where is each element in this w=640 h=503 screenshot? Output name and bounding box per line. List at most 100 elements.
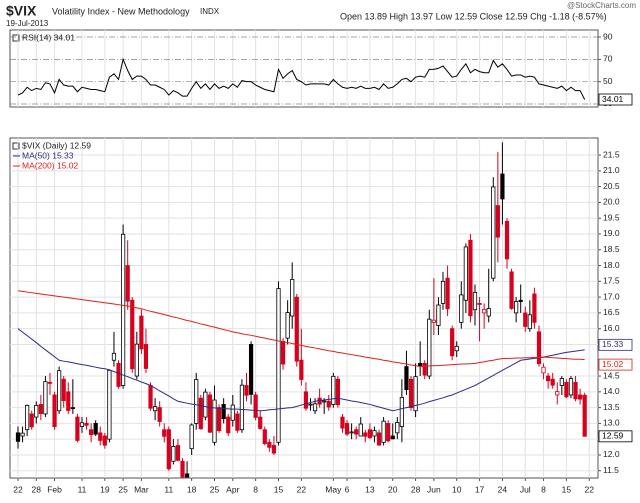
x-tick-label: 28 — [411, 484, 421, 494]
x-tick-label: Mar — [134, 484, 149, 494]
date: 19-Jul-2013 — [6, 19, 49, 28]
candle-body — [358, 423, 363, 437]
candle-body — [239, 384, 245, 431]
candle-body — [559, 378, 564, 386]
y-tick-label: 14.0 — [603, 386, 620, 396]
candle-body — [546, 375, 551, 382]
candle-body — [134, 343, 139, 377]
y-tick-label: 13.0 — [603, 418, 620, 428]
candle-body — [15, 432, 21, 442]
last-value-badge: 15.02 — [602, 359, 624, 369]
candle-body — [344, 422, 350, 435]
candle-body — [555, 391, 560, 396]
candle-body — [326, 400, 331, 408]
candle-body — [221, 404, 226, 420]
x-tick-label: 22 — [585, 484, 595, 494]
candle-body — [130, 299, 135, 370]
candle-body — [194, 379, 199, 424]
candle-body — [121, 233, 126, 386]
candle-body — [422, 363, 427, 376]
last-value-badge: 34.01 — [602, 94, 624, 104]
candle-body — [436, 304, 441, 326]
x-tick-label: 18 — [187, 484, 197, 494]
candle-body — [564, 381, 569, 398]
y-tick-label: 21.5 — [603, 149, 620, 159]
x-tick-label: 6 — [345, 484, 350, 494]
candle-body — [573, 381, 578, 400]
y-tick-label: 13.5 — [603, 402, 620, 412]
y-tick-label: 14.5 — [603, 370, 620, 380]
candle-body — [477, 303, 482, 305]
price-icon — [12, 142, 20, 150]
candle-body — [84, 422, 89, 426]
x-tick-label: 25 — [210, 484, 220, 494]
candle-body — [125, 265, 130, 302]
candle-body — [89, 429, 94, 436]
moving-average-line — [17, 290, 585, 368]
last-value-badge-box — [598, 338, 633, 351]
y-tick-label: 50 — [603, 76, 613, 86]
candle-body — [322, 400, 327, 403]
last-value-badge-box — [598, 358, 633, 371]
x-tick-label: Jun — [427, 484, 441, 494]
candle-body — [180, 460, 185, 478]
x-tick-label: 11 — [78, 484, 87, 494]
candle-body — [248, 344, 254, 395]
candle-body — [331, 375, 336, 405]
candle-body — [139, 315, 144, 350]
candle-body — [504, 220, 510, 260]
y-tick-label: 16.0 — [603, 323, 620, 333]
candle-body — [102, 435, 107, 446]
panel-legend: RSI(14) 34.01 — [22, 32, 75, 42]
candle-body — [43, 381, 48, 415]
symbol: $VIX — [6, 3, 37, 19]
candle-body — [431, 319, 436, 323]
x-tick-label: 20 — [388, 484, 398, 494]
candle-body — [527, 314, 532, 330]
candle-body — [312, 403, 318, 412]
candle-body — [418, 363, 423, 367]
candle-body — [57, 370, 62, 412]
candle-body — [111, 352, 117, 361]
last-value-badge-box — [598, 93, 633, 106]
candle-body — [267, 441, 272, 448]
candle-body — [52, 394, 57, 427]
candle-body — [148, 385, 153, 409]
candle-body — [491, 186, 496, 279]
candle-body — [75, 416, 80, 441]
candle-body — [413, 376, 418, 412]
candle-body — [175, 445, 181, 461]
x-tick-label: 24 — [498, 484, 508, 494]
candle-body — [340, 416, 345, 429]
candle-body — [107, 369, 112, 440]
y-tick-label: 19.5 — [603, 212, 620, 222]
candle-body — [541, 366, 546, 374]
x-tick-label: 25 — [118, 484, 128, 494]
candle-body — [523, 312, 528, 327]
candle-body — [550, 378, 555, 386]
candle-body — [79, 422, 85, 427]
candle-body — [244, 385, 249, 396]
y-tick-label: 12.0 — [603, 449, 620, 459]
y-tick-label: 16.5 — [603, 307, 620, 317]
candle-body — [143, 344, 149, 369]
candle-body — [514, 301, 519, 314]
x-tick-label: 8 — [541, 484, 546, 494]
candle-body — [299, 359, 304, 380]
candle-body — [61, 378, 66, 402]
candle-body — [468, 239, 473, 317]
candle-body — [395, 422, 400, 434]
candle-body — [445, 277, 450, 310]
candle-body — [93, 422, 98, 435]
candle-body — [262, 429, 267, 444]
y-tick-label: 90 — [603, 31, 613, 41]
x-tick-label: 15 — [274, 484, 284, 494]
legend-entry: MA(50) 15.33 — [22, 150, 74, 160]
candle-body — [152, 406, 158, 412]
candle-body — [116, 363, 121, 387]
candle-body — [157, 407, 162, 422]
x-tick-label: 10 — [452, 484, 462, 494]
candle-body — [454, 345, 459, 352]
